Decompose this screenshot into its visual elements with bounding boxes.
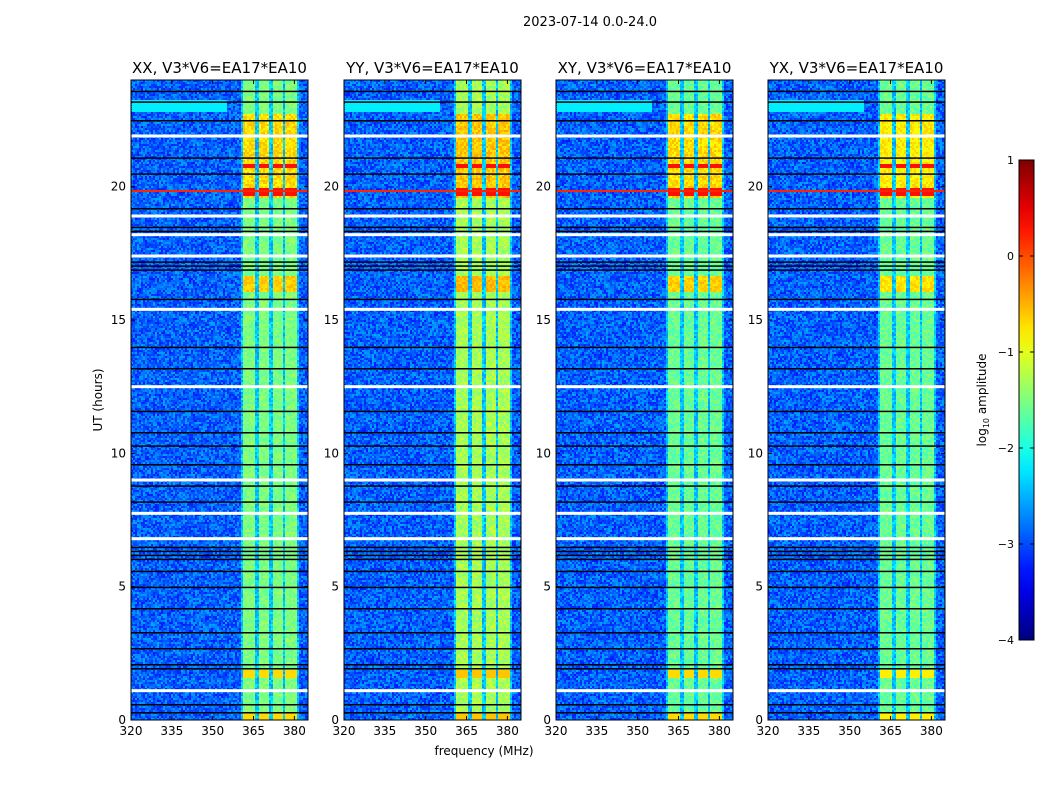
x-tick-label: 320 (545, 724, 568, 738)
colorbar-label: log10 amplitude (975, 354, 991, 447)
panel-title: YY, V3*V6=EA17*EA10 (345, 59, 519, 77)
x-tick-label: 350 (201, 724, 224, 738)
panel-frame (555, 79, 734, 721)
y-tick-label: 10 (111, 446, 126, 460)
x-tick-label: 320 (333, 724, 356, 738)
y-tick-label: 10 (748, 446, 763, 460)
colorbar-tick-label: 0 (1007, 250, 1014, 263)
x-tick-label: 380 (283, 724, 306, 738)
colorbar-tick-label: −4 (998, 634, 1014, 647)
colorbar (1018, 159, 1035, 641)
figure-title: 2023-07-14 0.0-24.0 (523, 15, 657, 30)
x-tick-label: 350 (838, 724, 861, 738)
y-tick-label: 0 (331, 713, 339, 727)
x-tick-label: 365 (667, 724, 690, 738)
y-tick-label: 10 (536, 446, 551, 460)
colorbar-tick-label: 1 (1007, 154, 1014, 167)
x-tick-label: 350 (626, 724, 649, 738)
y-tick-label: 20 (748, 180, 763, 194)
panel-frame (343, 79, 522, 721)
panel-title: XY, V3*V6=EA17*EA10 (558, 59, 732, 77)
y-axis-label: UT (hours) (91, 368, 105, 431)
x-tick-label: 365 (242, 724, 265, 738)
x-tick-label: 380 (920, 724, 943, 738)
x-tick-label: 320 (757, 724, 780, 738)
colorbar-tick-label: −2 (998, 442, 1014, 455)
x-tick-label: 380 (496, 724, 519, 738)
panel-title: XX, V3*V6=EA17*EA10 (132, 59, 307, 77)
y-tick-label: 10 (324, 446, 339, 460)
y-tick-label: 5 (331, 580, 339, 594)
x-tick-label: 335 (585, 724, 608, 738)
x-tick-label: 320 (120, 724, 143, 738)
x-tick-label: 350 (414, 724, 437, 738)
heatmap-panel-0 (131, 80, 308, 720)
y-tick-label: 0 (543, 713, 551, 727)
panel-title: YX, V3*V6=EA17*EA10 (769, 59, 944, 77)
colorbar-tick-label: −3 (998, 538, 1014, 551)
x-tick-label: 335 (797, 724, 820, 738)
y-tick-label: 20 (324, 180, 339, 194)
x-axis-label: frequency (MHz) (434, 744, 533, 758)
y-tick-label: 15 (324, 313, 339, 327)
panel-frame (130, 79, 309, 721)
x-tick-label: 365 (879, 724, 902, 738)
x-tick-label: 335 (373, 724, 396, 738)
colorbar-tick-label: −1 (998, 346, 1014, 359)
y-tick-label: 5 (755, 580, 763, 594)
y-tick-label: 0 (755, 713, 763, 727)
x-tick-label: 380 (708, 724, 731, 738)
y-tick-label: 5 (543, 580, 551, 594)
y-tick-label: 15 (748, 313, 763, 327)
heatmap-panel-3 (768, 80, 945, 720)
y-tick-label: 15 (111, 313, 126, 327)
y-tick-label: 15 (536, 313, 551, 327)
y-tick-label: 5 (118, 580, 126, 594)
panel-frame (767, 79, 946, 721)
y-tick-label: 20 (111, 180, 126, 194)
heatmap-panel-2 (556, 80, 733, 720)
y-tick-label: 0 (118, 713, 126, 727)
x-tick-label: 365 (455, 724, 478, 738)
heatmap-panel-1 (344, 80, 521, 720)
x-tick-label: 335 (160, 724, 183, 738)
y-tick-label: 20 (536, 180, 551, 194)
